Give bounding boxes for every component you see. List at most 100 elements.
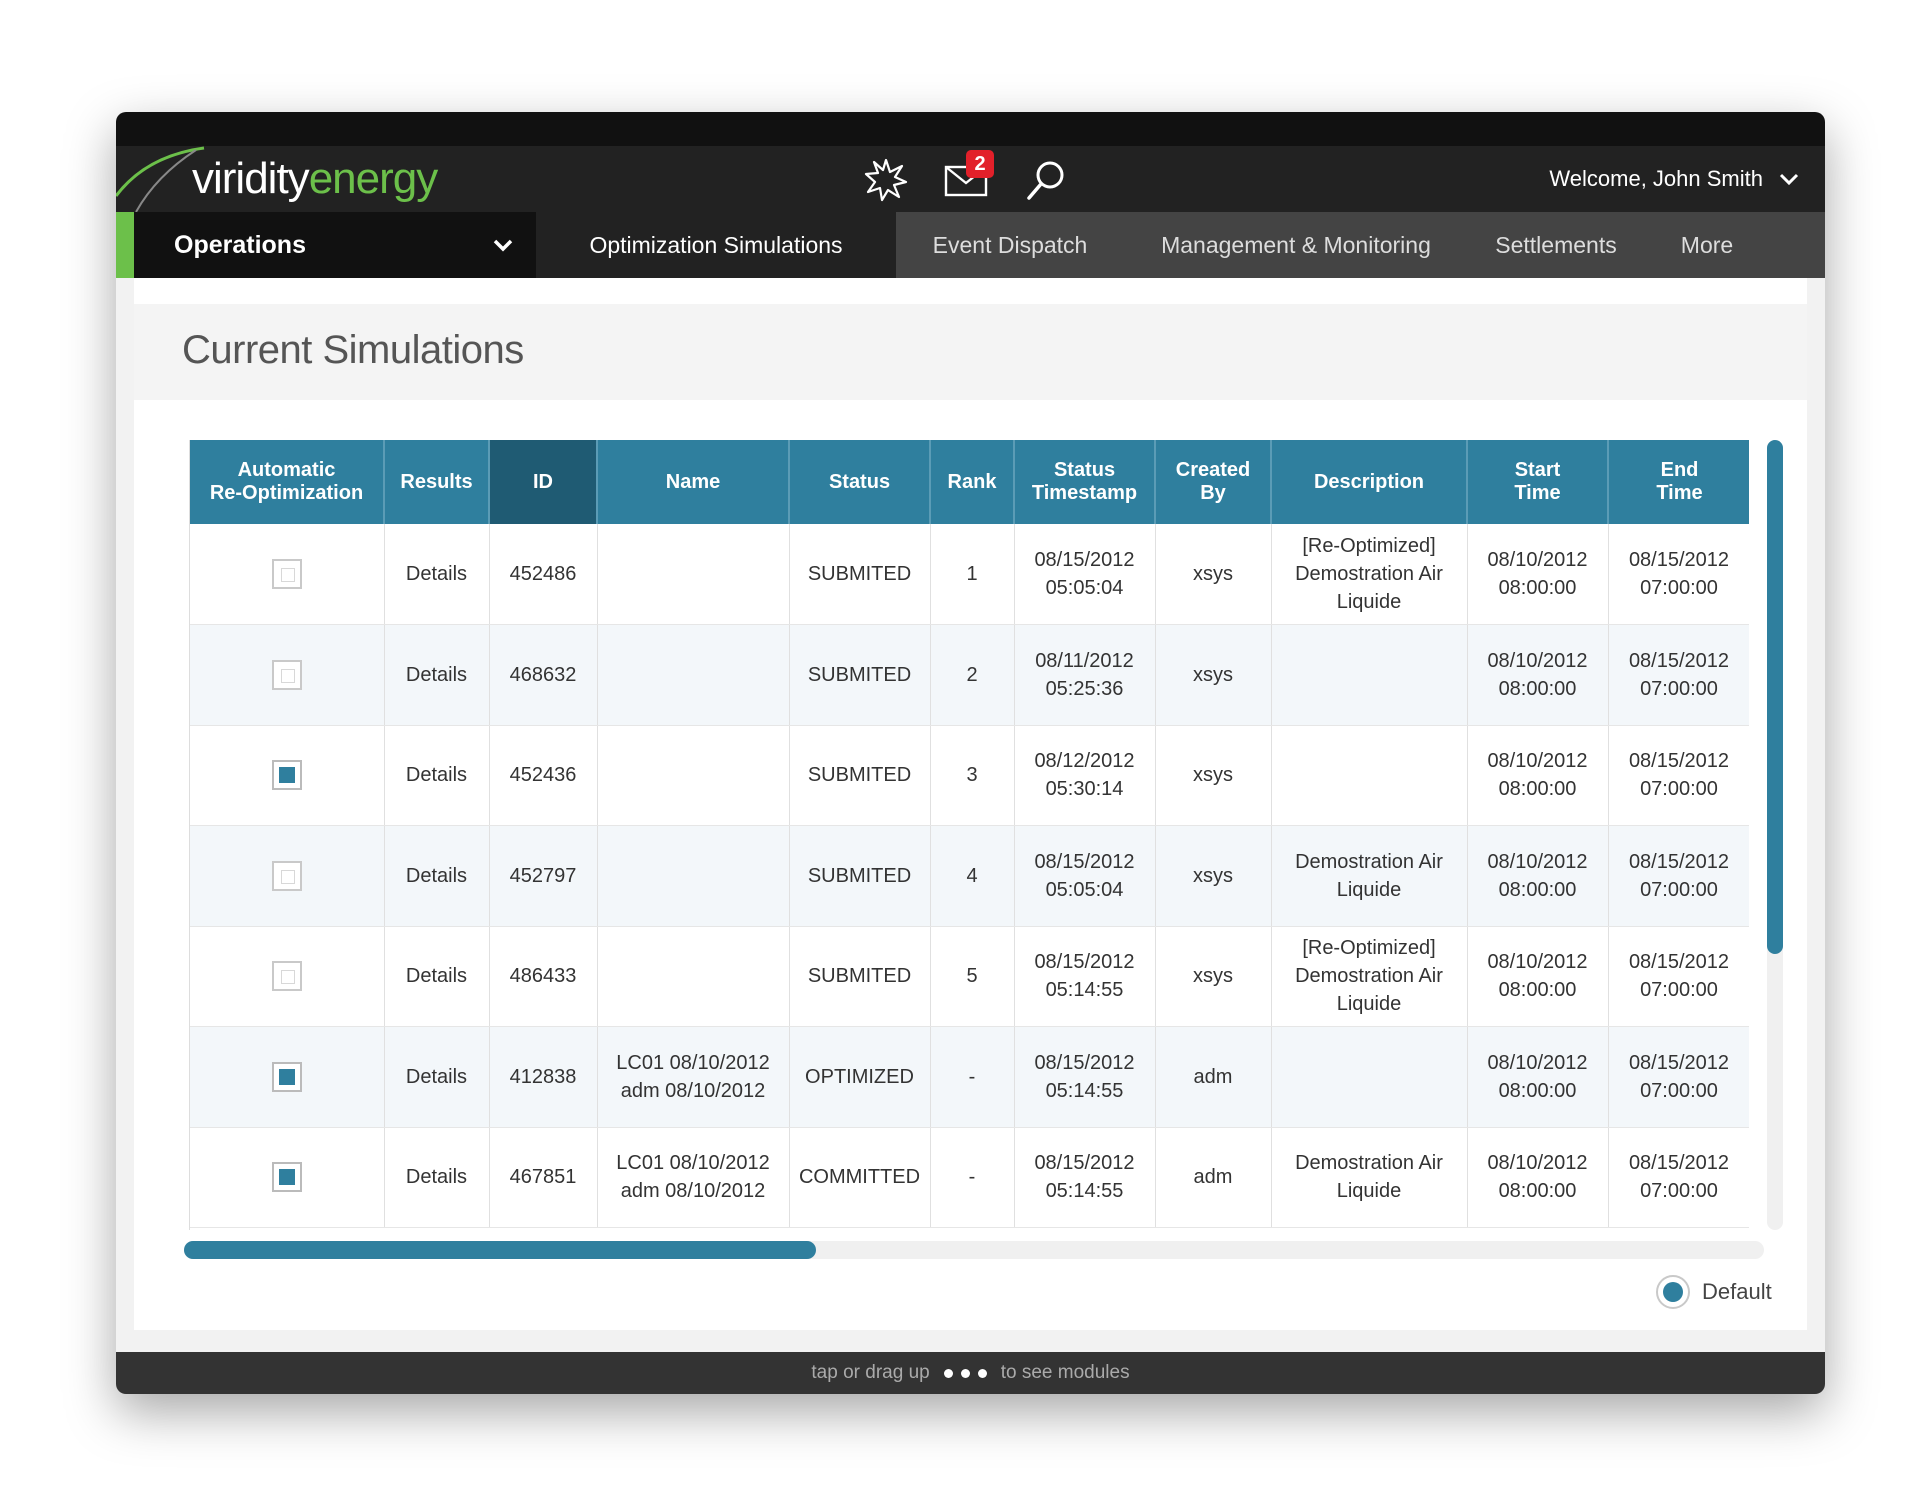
horizontal-scroll-thumb[interactable] bbox=[184, 1241, 816, 1259]
default-view-radio[interactable]: Default bbox=[1656, 1275, 1772, 1309]
description-cell: Demostration Air Liquide bbox=[1271, 825, 1468, 927]
column-header[interactable]: Status Timestamp bbox=[1014, 440, 1156, 524]
status-cell-text: SUBMITED bbox=[807, 965, 912, 988]
auto-reoptimization-checkbox[interactable] bbox=[271, 860, 302, 891]
end-time-cell: 08/15/2012 07:00:00 bbox=[1608, 825, 1749, 927]
horizontal-scrollbar[interactable] bbox=[184, 1241, 1764, 1259]
results-link[interactable]: Details bbox=[384, 926, 490, 1027]
content-panel: Current Simulations Automatic Re-Optimiza… bbox=[134, 278, 1807, 1330]
user-menu[interactable]: Welcome, John Smith bbox=[1549, 166, 1799, 192]
column-header-label: Name bbox=[665, 470, 721, 493]
description-cell: [Re-Optimized] Demostration Air Liquide bbox=[1271, 926, 1468, 1027]
brand-logo[interactable]: viridityenergy bbox=[116, 146, 536, 212]
name-cell bbox=[597, 725, 790, 826]
results-link[interactable]: Details bbox=[384, 825, 490, 927]
timestamp-cell: 08/15/2012 05:05:04 bbox=[1014, 524, 1156, 625]
description-cell bbox=[1271, 725, 1468, 826]
tab-settlements[interactable]: Settlements bbox=[1495, 231, 1617, 258]
simulations-table-container[interactable]: Automatic Re-Optimization Results ID Name Sta… bbox=[189, 440, 1749, 1230]
drag-handle-icon[interactable] bbox=[943, 1368, 987, 1378]
description-cell-text: [Re-Optimized] bbox=[1302, 535, 1436, 557]
table-row[interactable]: Details 452486 SUBMITED 1 08/15/2012 05:05:04… bbox=[190, 524, 1749, 625]
id-cell: 486433 bbox=[489, 926, 598, 1027]
id-cell: 412838 bbox=[489, 1026, 598, 1128]
end-time-cell-text: 08/15/2012 bbox=[1628, 649, 1730, 672]
table-row[interactable]: Details 468632 SUBMITED 2 08/11/2012 05:25:36… bbox=[190, 624, 1749, 726]
column-header-label: By bbox=[1200, 482, 1226, 504]
rank-cell: 5 bbox=[930, 926, 1015, 1027]
results-link[interactable]: Details bbox=[384, 725, 490, 826]
table-row[interactable]: Details 486433 SUBMITED 5 08/15/2012 05:14:55… bbox=[190, 926, 1749, 1027]
end-time-cell-text: 08/15/2012 bbox=[1628, 750, 1730, 773]
vertical-scrollbar[interactable] bbox=[1767, 440, 1783, 1230]
description-cell-text: Demostration Air bbox=[1295, 1152, 1443, 1175]
results-link[interactable]: Details bbox=[384, 624, 490, 726]
rank-cell: 1 bbox=[930, 524, 1015, 625]
search-icon[interactable] bbox=[1022, 156, 1070, 204]
auto-reoptimization-checkbox[interactable] bbox=[271, 659, 302, 690]
section-dropdown[interactable]: Operations bbox=[116, 212, 536, 278]
column-header-label: Time bbox=[1514, 482, 1561, 504]
column-header[interactable]: End Time bbox=[1608, 440, 1749, 524]
logo-text-energy: energy bbox=[308, 154, 439, 203]
auto-reoptimization-checkbox[interactable] bbox=[271, 961, 302, 992]
auto-reoptimization-cell bbox=[190, 1026, 385, 1128]
results-link-text: Details bbox=[405, 663, 468, 686]
burst-icon[interactable] bbox=[862, 156, 910, 204]
column-header[interactable]: Start Time bbox=[1467, 440, 1609, 524]
column-header-label: End bbox=[1660, 459, 1699, 481]
table-row[interactable]: Details 452436 SUBMITED 3 08/12/2012 05:30:14… bbox=[190, 725, 1749, 826]
column-header[interactable]: ID bbox=[489, 440, 598, 524]
rank-cell: 4 bbox=[930, 825, 1015, 927]
results-link[interactable]: Details bbox=[384, 1127, 490, 1228]
column-header-label: Status bbox=[828, 470, 891, 493]
start-time-cell-text: 08/10/2012 bbox=[1487, 549, 1588, 571]
column-header[interactable]: Rank bbox=[930, 440, 1015, 524]
id-cell: 468632 bbox=[489, 624, 598, 726]
created-by-cell-text: adm bbox=[1193, 1065, 1233, 1088]
start-time-cell-text: 08/10/2012 bbox=[1487, 750, 1588, 773]
column-header[interactable]: Results bbox=[384, 440, 490, 524]
vertical-scroll-thumb[interactable] bbox=[1767, 440, 1783, 954]
column-header[interactable]: Created By bbox=[1155, 440, 1272, 524]
column-header[interactable]: Description bbox=[1271, 440, 1468, 524]
results-link[interactable]: Details bbox=[384, 524, 490, 625]
table-row[interactable]: Details 412838 LC01 08/10/2012 adm 08/10/20… bbox=[190, 1026, 1749, 1128]
rank-cell: 3 bbox=[930, 725, 1015, 826]
auto-reoptimization-checkbox[interactable] bbox=[271, 1061, 302, 1092]
end-time-cell-text: 07:00:00 bbox=[1640, 878, 1718, 901]
results-link-text: Details bbox=[405, 965, 468, 988]
created-by-cell: xsys bbox=[1155, 725, 1272, 826]
id-cell: 452797 bbox=[489, 825, 598, 927]
column-header-label: Results bbox=[400, 470, 473, 493]
id-cell-text: 452797 bbox=[509, 864, 577, 887]
column-header[interactable]: Name bbox=[597, 440, 790, 524]
timestamp-cell: 08/15/2012 05:14:55 bbox=[1014, 1026, 1156, 1128]
auto-reoptimization-checkbox[interactable] bbox=[271, 1162, 302, 1193]
tab-management-monitoring[interactable]: Management & Monitoring bbox=[1161, 231, 1431, 258]
tab-optimization-simulations[interactable]: Optimization Simulations bbox=[536, 212, 896, 292]
auto-reoptimization-checkbox[interactable] bbox=[271, 760, 302, 791]
column-header[interactable]: Status bbox=[789, 440, 931, 524]
id-cell-text: 452436 bbox=[509, 764, 577, 787]
tab-more[interactable]: More bbox=[1680, 231, 1734, 258]
module-drawer-hint[interactable]: tap or drag up to see modules bbox=[116, 1352, 1825, 1394]
timestamp-cell-text: 05:05:04 bbox=[1045, 878, 1124, 901]
tab-event-dispatch[interactable]: Event Dispatch bbox=[932, 231, 1088, 258]
end-time-cell-text: 07:00:00 bbox=[1640, 979, 1718, 1002]
table-row[interactable]: Details 467851 LC01 08/10/2012 adm 08/10/20… bbox=[190, 1127, 1749, 1228]
footer-hint-left: tap or drag up bbox=[811, 1362, 930, 1383]
auto-reoptimization-checkbox[interactable] bbox=[271, 559, 302, 589]
column-header-label: Start bbox=[1514, 459, 1561, 481]
end-time-cell-text: 07:00:00 bbox=[1640, 577, 1718, 599]
description-cell-text: Liquide bbox=[1336, 1180, 1402, 1203]
table-row[interactable]: Details 452797 SUBMITED 4 08/15/2012 05:05:04… bbox=[190, 825, 1749, 927]
timestamp-cell-text: 05:14:55 bbox=[1045, 1079, 1124, 1102]
results-link-text: Details bbox=[405, 1065, 468, 1088]
mail-icon[interactable]: 2 bbox=[942, 150, 994, 204]
timestamp-cell-text: 05:05:04 bbox=[1045, 577, 1124, 599]
status-cell-text: SUBMITED bbox=[807, 764, 912, 787]
results-link[interactable]: Details bbox=[384, 1026, 490, 1128]
column-header[interactable]: Automatic Re-Optimization bbox=[190, 440, 385, 524]
start-time-cell-text: 08:00:00 bbox=[1498, 677, 1577, 700]
